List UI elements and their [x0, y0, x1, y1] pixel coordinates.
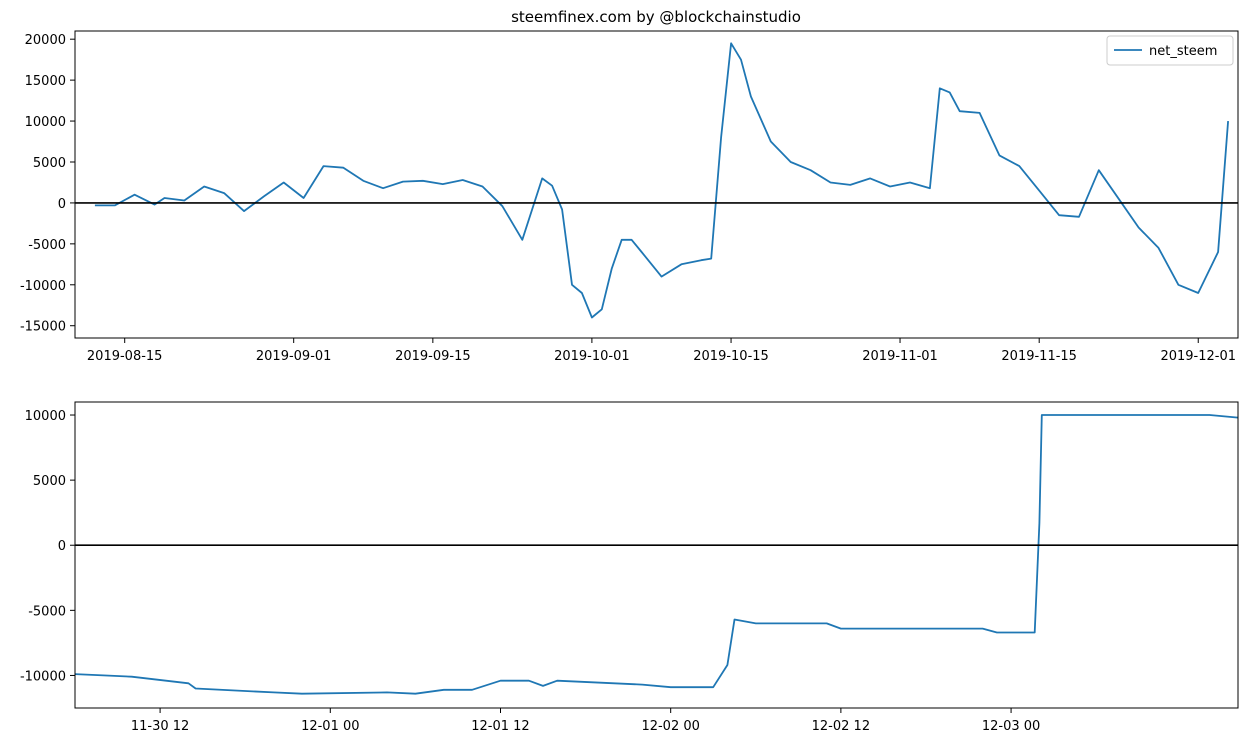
chart-title: steemfinex.com by @blockchainstudio	[511, 8, 801, 26]
bottom-y-axis: -10000 -5000 0 5000 10000	[20, 409, 75, 684]
bottom-plot-frame	[74, 401, 1239, 709]
bot-y-tick-label: -10000	[20, 669, 66, 684]
top-series-layer	[94, 42, 1229, 319]
top-y-tick-label: 20000	[25, 33, 66, 48]
top-y-tick-label: 15000	[25, 74, 66, 89]
bottom-series-layer	[74, 414, 1239, 695]
bot-y-tick-label: 10000	[25, 409, 66, 424]
top-y-tick-label: 0	[58, 197, 66, 212]
bot-y-tick-label: -5000	[28, 604, 66, 619]
top-chart: -15000 -10000 -5000 0 5000 10000 15000 20000 20…	[20, 30, 1239, 364]
bot-x-tick-label: 12-02 00	[641, 719, 699, 734]
top-y-tick-label: 10000	[25, 115, 66, 130]
bot-series-line-net-steem	[74, 414, 1239, 695]
bot-y-tick-label: 0	[58, 539, 66, 554]
bottom-x-axis: 11-30 12 12-01 00 12-01 12 12-02 00 12-02 12…	[131, 708, 1040, 734]
bot-x-tick-label: 12-01 12	[471, 719, 529, 734]
top-x-tick-label: 2019-12-01	[1160, 349, 1236, 364]
top-x-axis: 2019-08-15 2019-09-01 2019-09-15 2019-10-01…	[87, 338, 1236, 364]
top-x-tick-label: 2019-08-15	[87, 349, 163, 364]
top-y-tick-label: -10000	[20, 279, 66, 294]
bot-x-tick-label: 12-01 00	[301, 719, 359, 734]
bottom-chart: -10000 -5000 0 5000 10000 11-30 12 12-01 00 12…	[20, 401, 1239, 734]
bot-y-tick-label: 5000	[33, 474, 66, 489]
legend-box	[1106, 35, 1234, 66]
bot-x-tick-label: 12-03 00	[982, 719, 1040, 734]
top-y-tick-label: 5000	[33, 156, 66, 171]
top-y-tick-label: -5000	[28, 238, 66, 253]
top-y-axis: -15000 -10000 -5000 0 5000 10000 15000 20000	[20, 33, 75, 335]
top-series-line-net_steem	[94, 42, 1229, 319]
top-x-tick-label: 2019-10-01	[554, 349, 630, 364]
bot-x-tick-label: 11-30 12	[131, 719, 189, 734]
top-x-tick-label: 2019-09-01	[256, 349, 332, 364]
bot-x-tick-label: 12-02 12	[812, 719, 870, 734]
top-y-tick-label: -15000	[20, 320, 66, 335]
legend: net_steem	[1106, 35, 1234, 66]
top-x-tick-label: 2019-10-15	[693, 349, 769, 364]
top-plot-frame	[74, 30, 1239, 339]
top-x-tick-label: 2019-11-01	[862, 349, 938, 364]
top-x-tick-label: 2019-11-15	[1001, 349, 1077, 364]
legend-entry-net-steem: net_steem	[1149, 44, 1217, 59]
top-x-tick-label: 2019-09-15	[395, 349, 471, 364]
